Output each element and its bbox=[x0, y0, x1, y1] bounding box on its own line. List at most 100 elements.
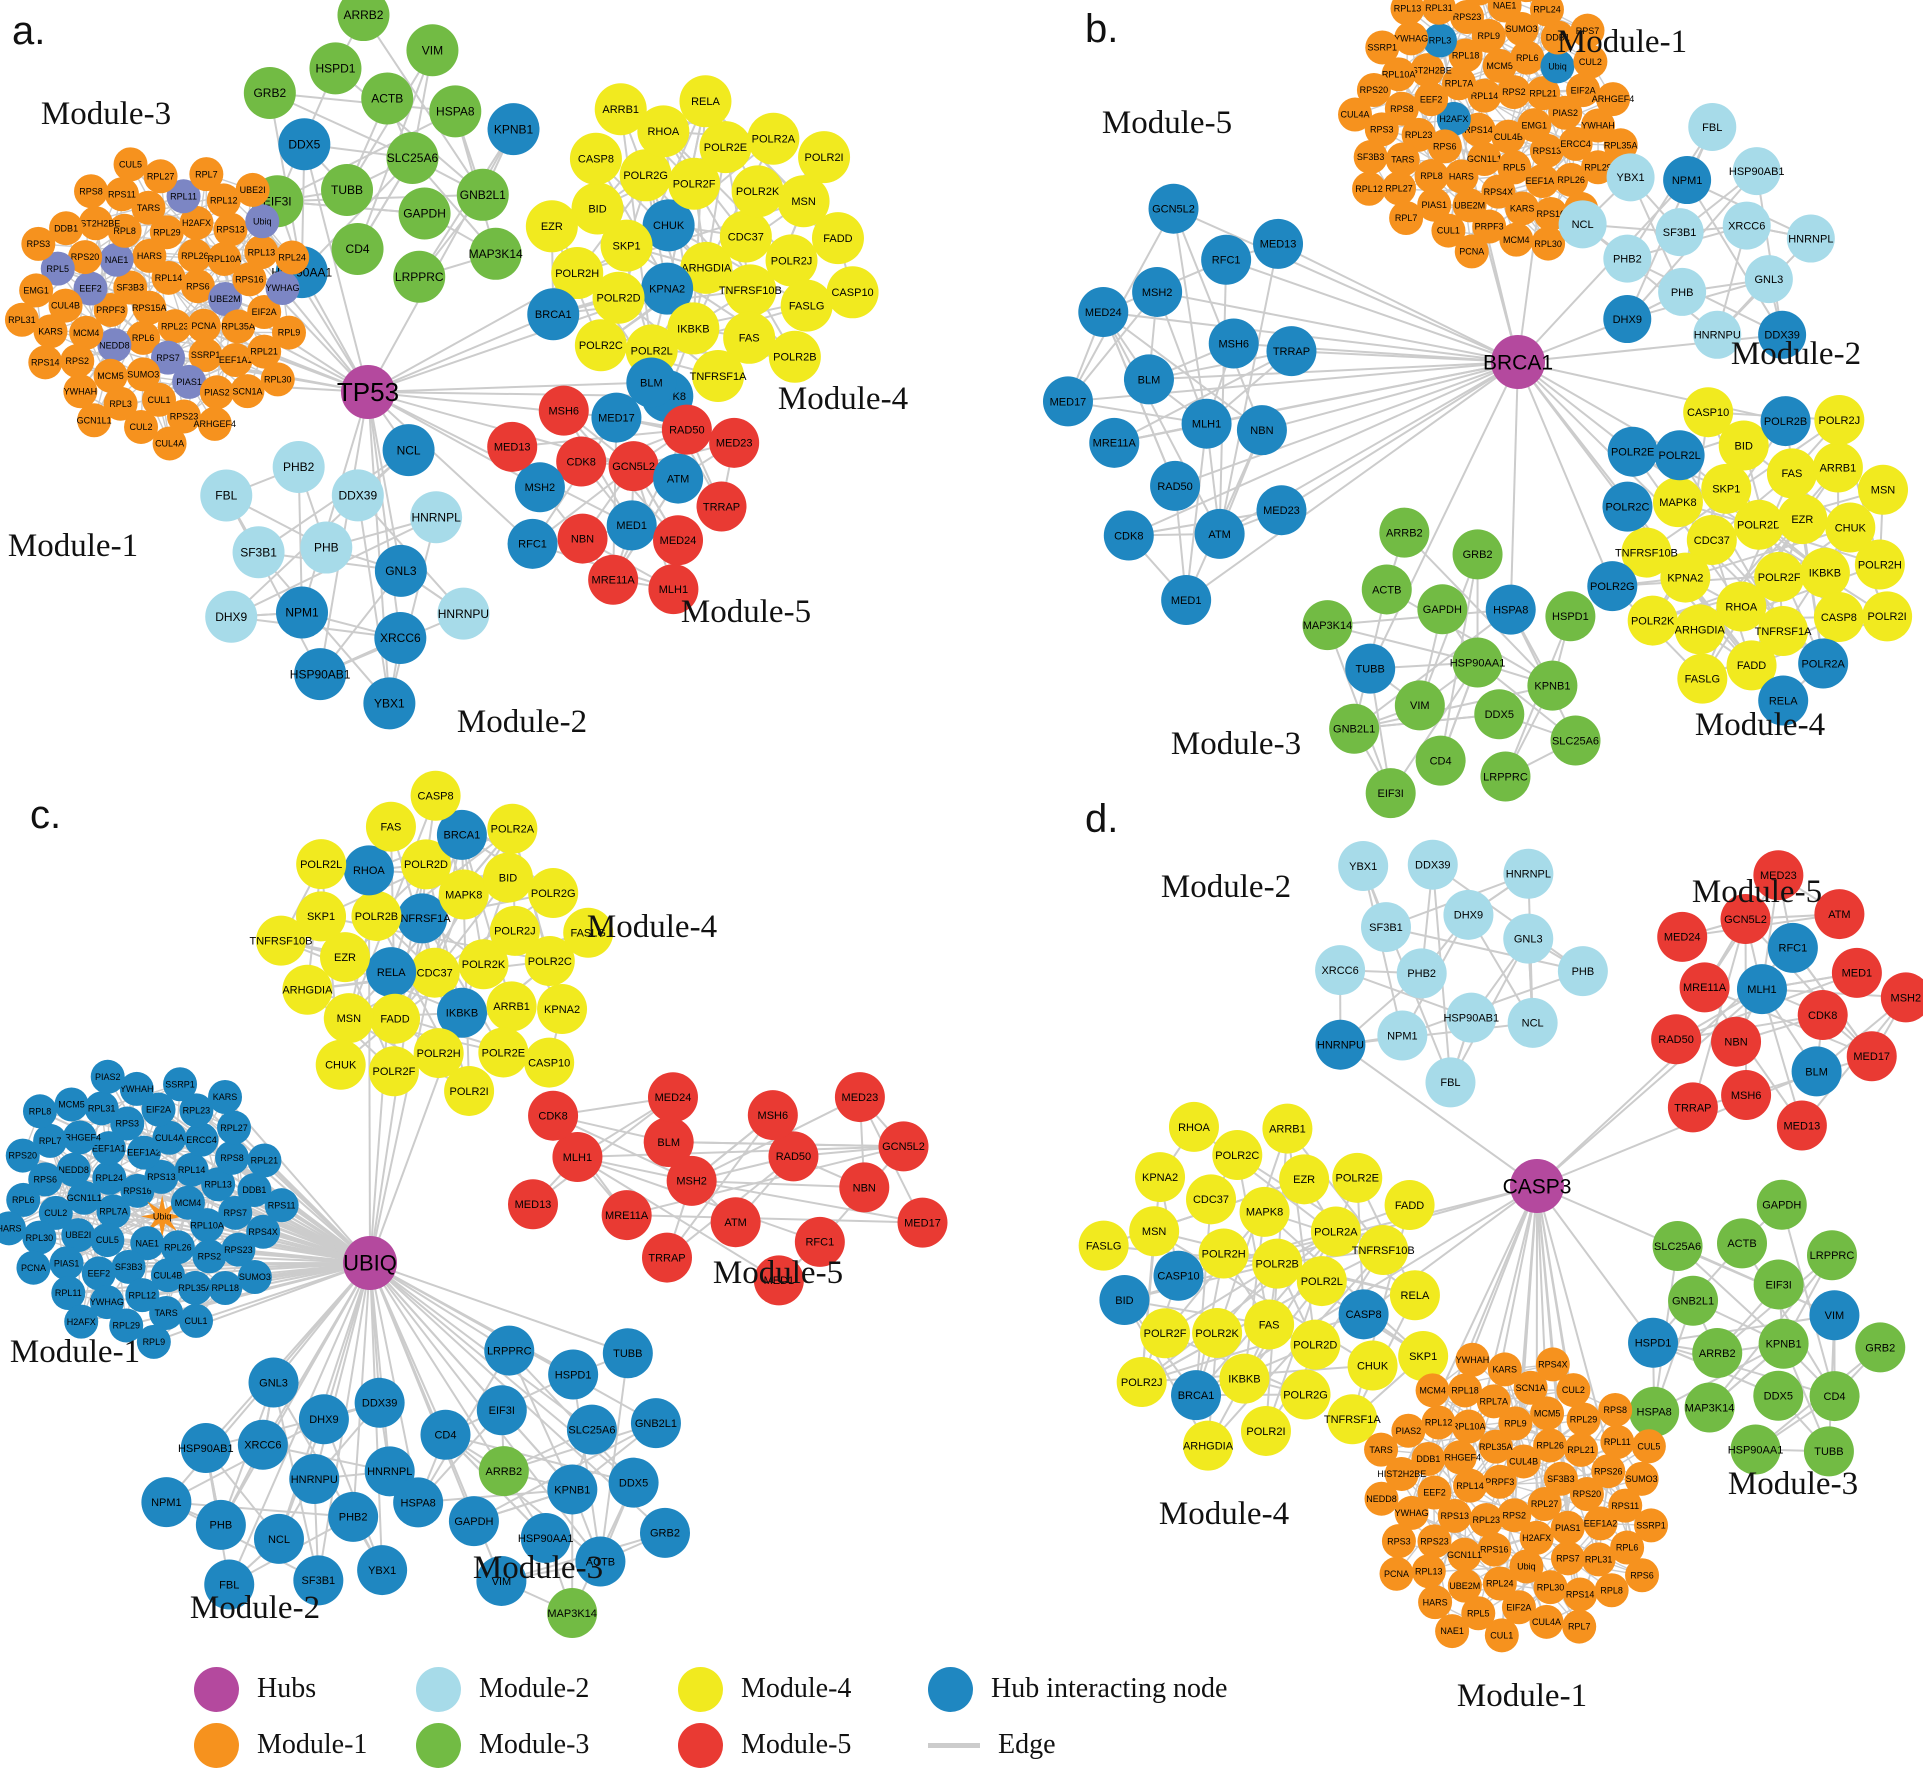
network-node[interactable]: POLR2F bbox=[1140, 1308, 1191, 1359]
network-node[interactable]: SSRP1 bbox=[1634, 1508, 1669, 1543]
network-node[interactable]: SSRP1 bbox=[163, 1067, 198, 1102]
network-node[interactable]: GNB2L1 bbox=[456, 168, 509, 221]
network-node[interactable]: POLR2H bbox=[1854, 539, 1905, 590]
network-node[interactable]: NAE1 bbox=[99, 242, 134, 277]
network-node[interactable]: PHB bbox=[1557, 946, 1608, 997]
network-node[interactable]: MRE11A bbox=[601, 1190, 652, 1241]
network-node[interactable]: GNB2L1 bbox=[1329, 703, 1380, 754]
network-node[interactable]: SF3B1 bbox=[1655, 208, 1704, 257]
network-node[interactable]: RPL24 bbox=[275, 240, 310, 275]
network-node[interactable]: HSPD1 bbox=[548, 1349, 599, 1400]
network-node[interactable]: EEF1A1 bbox=[218, 342, 253, 377]
network-node[interactable]: CDC37 bbox=[1186, 1174, 1237, 1225]
network-node[interactable]: RPL7 bbox=[1389, 200, 1424, 235]
network-node[interactable]: CUL1 bbox=[179, 1303, 214, 1338]
network-node[interactable]: RPS8 bbox=[74, 174, 109, 209]
network-node[interactable]: GCN5L2 bbox=[1720, 894, 1771, 945]
network-node[interactable]: FASLG bbox=[780, 279, 833, 332]
network-node[interactable]: SF3B1 bbox=[232, 526, 285, 579]
network-node[interactable]: TARS bbox=[1385, 142, 1420, 177]
network-node[interactable]: EIF3I bbox=[1753, 1259, 1804, 1310]
network-node[interactable]: DDX39 bbox=[1758, 310, 1807, 359]
network-node[interactable]: HNRNPU bbox=[289, 1453, 340, 1504]
network-node[interactable]: LRPPRC bbox=[393, 250, 446, 303]
network-node[interactable]: FBL bbox=[200, 469, 253, 522]
network-node[interactable]: POLR2B bbox=[1252, 1238, 1303, 1289]
network-node[interactable]: POLR2A bbox=[487, 803, 538, 854]
network-node[interactable]: CUL5 bbox=[90, 1223, 125, 1258]
network-node[interactable]: POLR2J bbox=[1814, 394, 1865, 445]
network-node[interactable]: XRCC6 bbox=[1722, 201, 1771, 250]
network-node[interactable]: SF3B1 bbox=[1360, 902, 1411, 953]
network-node[interactable]: YWHAH bbox=[119, 1071, 154, 1106]
network-node[interactable]: RFC1 bbox=[507, 518, 558, 569]
network-node[interactable]: BRCA1 bbox=[527, 288, 580, 341]
network-node[interactable]: RPS2 bbox=[60, 344, 95, 379]
network-node[interactable]: GRB2 bbox=[1855, 1322, 1906, 1373]
network-node[interactable]: XRCC6 bbox=[374, 611, 427, 664]
network-node[interactable]: RPL6 bbox=[1510, 40, 1545, 75]
network-node[interactable]: HNRNPU bbox=[1315, 1019, 1366, 1070]
network-node[interactable]: CD4 bbox=[331, 222, 384, 275]
network-node[interactable]: LRPPRC bbox=[1480, 751, 1531, 802]
network-node[interactable]: RFC1 bbox=[1767, 922, 1818, 973]
network-node[interactable]: MAP3K14 bbox=[1684, 1382, 1735, 1433]
network-node[interactable]: RPS7 bbox=[1550, 1541, 1585, 1576]
network-node[interactable]: BID bbox=[1099, 1274, 1150, 1325]
network-node[interactable]: MSH6 bbox=[1208, 318, 1259, 369]
network-node[interactable]: GNL3 bbox=[374, 544, 427, 597]
network-node[interactable]: RPL13 bbox=[1390, 0, 1425, 26]
network-node[interactable]: MSH6 bbox=[1721, 1070, 1772, 1121]
network-node[interactable]: POLR2C bbox=[574, 319, 627, 372]
network-node[interactable]: POLR2B bbox=[351, 890, 402, 941]
network-node[interactable]: NBN bbox=[1236, 405, 1287, 456]
network-node[interactable]: TRRAP bbox=[641, 1232, 692, 1283]
network-node[interactable]: EIF3I bbox=[1365, 768, 1416, 819]
network-node[interactable]: ATM bbox=[653, 453, 704, 504]
network-node[interactable]: H2AFX bbox=[64, 1304, 99, 1339]
network-node[interactable]: CUL2 bbox=[1573, 44, 1608, 79]
network-node[interactable]: POLR2I bbox=[1240, 1405, 1291, 1456]
network-node[interactable]: GNL3 bbox=[1744, 255, 1793, 304]
network-node[interactable]: HSP90AB1 bbox=[290, 648, 351, 701]
network-node[interactable]: KPNB1 bbox=[1758, 1318, 1809, 1369]
network-node[interactable]: SUMO3 bbox=[1624, 1461, 1659, 1496]
network-node[interactable]: MLH1 bbox=[1736, 964, 1787, 1015]
network-node[interactable]: PIAS1 bbox=[1550, 1510, 1585, 1545]
network-node[interactable]: FBL bbox=[204, 1559, 255, 1610]
network-node[interactable]: CDK8 bbox=[1797, 990, 1848, 1041]
network-node[interactable]: RPL23 bbox=[157, 309, 192, 344]
network-node[interactable]: POLR2F bbox=[368, 1046, 419, 1097]
network-node[interactable]: LRPPRC bbox=[1806, 1230, 1857, 1281]
network-node[interactable]: RPS6 bbox=[1625, 1558, 1660, 1593]
network-node[interactable]: RPS2 bbox=[192, 1239, 227, 1274]
network-node[interactable]: RPS8 bbox=[1598, 1392, 1633, 1427]
network-node[interactable]: MED24 bbox=[1078, 287, 1129, 338]
network-node[interactable]: MED17 bbox=[1846, 1031, 1897, 1082]
network-node[interactable]: CD4 bbox=[1809, 1371, 1860, 1422]
network-node[interactable]: RAD50 bbox=[1651, 1014, 1702, 1065]
network-node[interactable]: RFC1 bbox=[794, 1216, 845, 1267]
network-node[interactable]: CDK8 bbox=[556, 436, 607, 487]
network-node[interactable]: HSPA8 bbox=[393, 1477, 444, 1528]
network-node[interactable]: HSPA8 bbox=[1485, 584, 1536, 635]
network-node[interactable]: CUL2 bbox=[124, 409, 159, 444]
network-node[interactable]: XRCC6 bbox=[237, 1419, 288, 1470]
network-node[interactable]: MED1 bbox=[606, 500, 657, 551]
network-node[interactable]: CUL1 bbox=[1484, 1618, 1519, 1653]
network-node[interactable]: HSPD1 bbox=[309, 42, 362, 95]
network-node[interactable]: ARRB2 bbox=[1379, 507, 1430, 558]
network-node[interactable]: RPS14 bbox=[28, 345, 63, 380]
network-node[interactable]: ARRB2 bbox=[1692, 1327, 1743, 1378]
network-node[interactable]: RPL18 bbox=[208, 1271, 243, 1306]
network-node[interactable]: POLR2E bbox=[478, 1027, 529, 1078]
network-node[interactable]: YWHAG bbox=[1394, 21, 1428, 56]
network-node[interactable]: NBN bbox=[1711, 1016, 1762, 1067]
network-node[interactable]: GNL3 bbox=[248, 1357, 299, 1408]
network-node[interactable]: FASLG bbox=[1677, 653, 1728, 704]
network-node[interactable]: EZR bbox=[525, 200, 578, 253]
network-node[interactable]: MLH1 bbox=[648, 564, 699, 615]
network-node[interactable]: Ubiq bbox=[245, 204, 280, 239]
network-node[interactable]: MED13 bbox=[1776, 1100, 1827, 1151]
network-node[interactable]: MCM5 bbox=[54, 1087, 89, 1122]
